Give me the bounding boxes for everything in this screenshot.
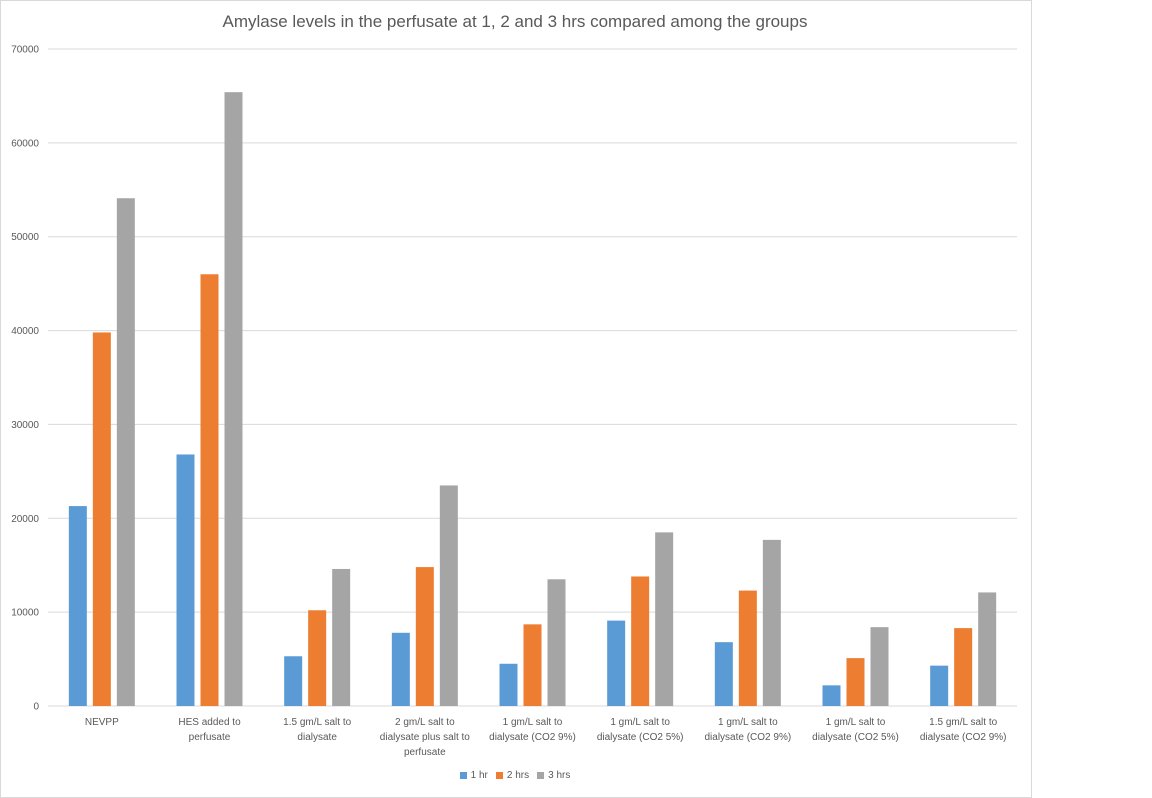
y-tick-label: 20000 <box>11 514 39 525</box>
legend-swatch <box>459 771 467 779</box>
legend-swatch <box>537 771 545 779</box>
x-category-label: 1.5 gm/L salt to dialysate (CO2 9%) <box>920 717 1007 743</box>
bar-3-hrs <box>116 198 135 707</box>
bar-2-hrs <box>415 567 434 706</box>
x-category-label: HES added to perfusate <box>178 717 241 743</box>
x-category-label: NEVPP <box>85 717 119 728</box>
bar-3-hrs <box>978 592 997 706</box>
legend-label: 2 hrs <box>506 770 530 781</box>
bar-1-hr <box>930 665 949 706</box>
legend-swatch <box>495 771 503 779</box>
bar-1-hr <box>499 663 518 706</box>
bar-1-hr <box>68 506 87 706</box>
bar-2-hrs <box>954 628 973 706</box>
x-category-label: 2 gm/L salt to dialysate plus salt to perf… <box>380 717 470 758</box>
bar-2-hrs <box>523 624 542 706</box>
y-tick-label: 30000 <box>11 420 39 431</box>
x-category-label: 1 gm/L salt to dialysate (CO2 5%) <box>812 717 899 743</box>
x-axis-categories: NEVPP HES added to perfusate 1.5 gm/L salt … <box>85 717 1007 758</box>
x-category-label: 1 gm/L salt to dialysate (CO2 9%) <box>489 717 576 743</box>
bar-2-hrs <box>631 576 650 706</box>
bar-3-hrs <box>870 627 889 706</box>
bar-2-hrs <box>738 590 757 706</box>
y-tick-label: 40000 <box>11 326 39 337</box>
legend-item: 2 hrs <box>495 770 530 781</box>
bar-3-hrs <box>547 579 566 706</box>
bar-1-hr <box>714 642 733 706</box>
legend-label: 3 hrs <box>548 770 571 781</box>
y-axis-ticks: 0 10000 20000 30000 40000 50000 60000 70000 <box>11 45 39 713</box>
y-tick-label: 10000 <box>11 608 39 619</box>
y-tick-label: 0 <box>33 702 39 713</box>
bar-3-hrs <box>439 485 458 706</box>
legend-label: 1 hr <box>470 770 488 781</box>
legend: 1 hr 2 hrs 3 hrs <box>0 770 1030 781</box>
bar-3-hrs <box>224 92 243 706</box>
chart-title: Amylase levels in the perfusate at 1, 2 … <box>222 12 808 31</box>
y-tick-label: 50000 <box>11 232 39 243</box>
bar-2-hrs <box>200 274 219 706</box>
y-tick-label: 70000 <box>11 45 39 56</box>
x-category-label: 1 gm/L salt to dialysate (CO2 5%) <box>597 717 684 743</box>
bar-3-hrs <box>655 532 674 706</box>
bar-2-hrs <box>308 610 327 706</box>
bar-2-hrs <box>92 332 111 706</box>
bar-1-hr <box>822 685 841 706</box>
legend-item: 1 hr <box>459 770 488 781</box>
x-category-label: 1.5 gm/L salt to dialysate <box>283 717 351 743</box>
bar-3-hrs <box>762 539 781 706</box>
bar-2-hrs <box>846 658 865 706</box>
bars <box>68 92 997 707</box>
y-tick-label: 60000 <box>11 138 39 149</box>
bar-1-hr <box>391 632 410 706</box>
legend-item: 3 hrs <box>537 770 570 781</box>
bar-3-hrs <box>332 568 351 706</box>
x-category-label: 1 gm/L salt to dialysate (CO2 9%) <box>704 717 791 743</box>
bar-1-hr <box>607 620 626 706</box>
bar-1-hr <box>284 656 303 706</box>
bar-1-hr <box>176 454 195 706</box>
